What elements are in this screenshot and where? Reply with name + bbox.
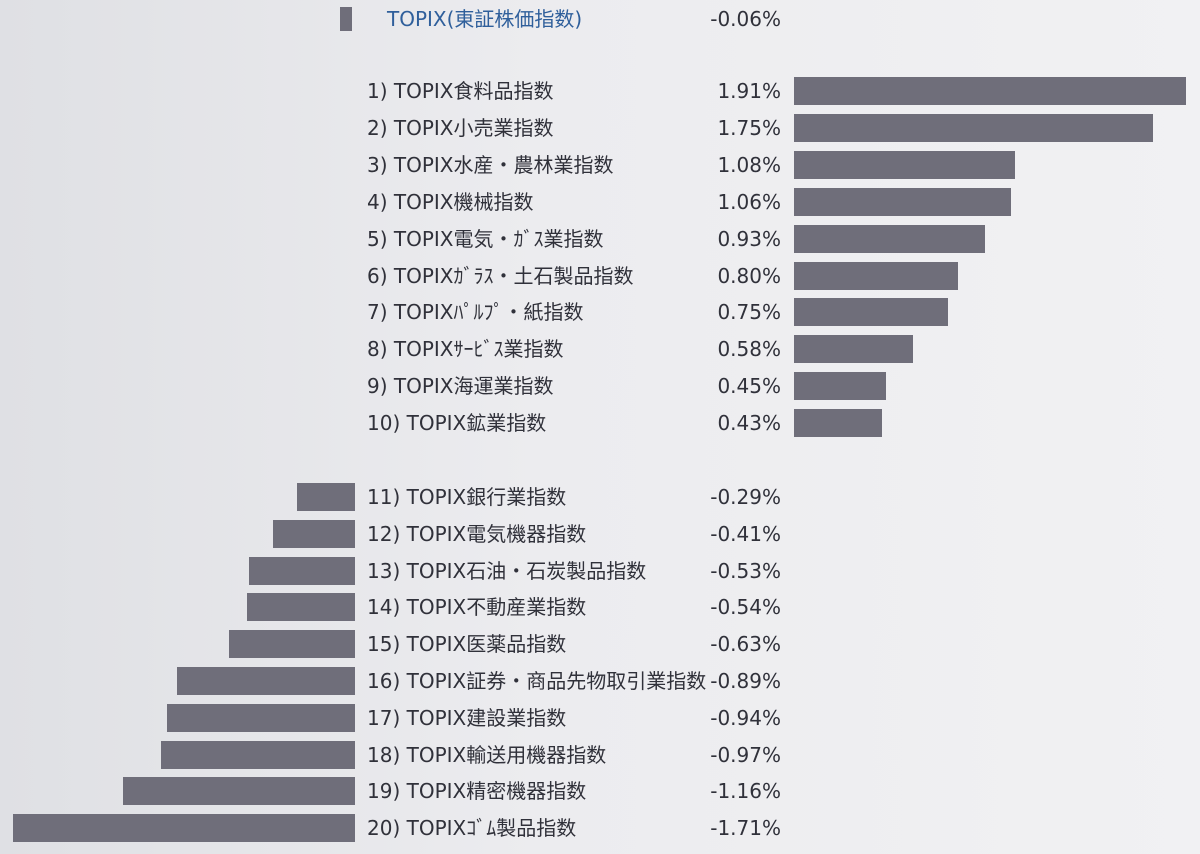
sector-value-17: -0.94%	[710, 706, 781, 730]
sector-label-19: 19) TOPIX精密機器指数	[367, 779, 587, 803]
sector-value-2: 1.75%	[717, 116, 781, 140]
sector-value-4: 1.06%	[717, 190, 781, 214]
sector-value-9: 0.45%	[717, 374, 781, 398]
sector-label-10: 10) TOPIX鉱業指数	[367, 411, 547, 435]
sector-label-14: 14) TOPIX不動産業指数	[367, 595, 587, 619]
sector-value-5: 0.93%	[717, 227, 781, 251]
sector-label-11: 11) TOPIX銀行業指数	[367, 485, 567, 509]
sector-value-13: -0.53%	[710, 559, 781, 583]
sector-value-7: 0.75%	[717, 300, 781, 324]
sector-label-8: 8) TOPIXｻｰﾋﾞｽ業指数	[367, 337, 564, 361]
bar-sector-6	[794, 262, 958, 290]
bar-sector-4	[794, 188, 1012, 216]
bar-sector-17	[167, 704, 355, 732]
sector-value-15: -0.63%	[710, 632, 781, 656]
bar-sector-10	[794, 409, 883, 437]
bar-sector-5	[794, 225, 985, 253]
sector-label-13: 13) TOPIX石油・石炭製品指数	[367, 559, 647, 583]
sector-label-16: 16) TOPIX証券・商品先物取引業指数	[367, 669, 707, 693]
sector-value-14: -0.54%	[710, 595, 781, 619]
bar-sector-16	[177, 667, 355, 695]
header-index-value: -0.06%	[710, 7, 781, 31]
bar-sector-19	[123, 777, 355, 805]
sector-value-6: 0.80%	[717, 264, 781, 288]
sector-value-11: -0.29%	[710, 485, 781, 509]
sector-value-16: -0.89%	[710, 669, 781, 693]
sector-label-2: 2) TOPIX小売業指数	[367, 116, 554, 140]
sector-label-3: 3) TOPIX水産・農林業指数	[367, 153, 614, 177]
sector-value-1: 1.91%	[717, 79, 781, 103]
sector-label-18: 18) TOPIX輸送用機器指数	[367, 743, 607, 767]
sector-value-3: 1.08%	[717, 153, 781, 177]
sector-label-4: 4) TOPIX機械指数	[367, 190, 534, 214]
bar-sector-7	[794, 298, 948, 326]
bar-sector-8	[794, 335, 913, 363]
header-index-label: TOPIX(東証株価指数)	[387, 7, 583, 31]
bar-sector-14	[247, 593, 355, 621]
bar-sector-15	[229, 630, 355, 658]
bar-sector-11	[297, 483, 355, 511]
sector-value-12: -0.41%	[710, 522, 781, 546]
bar-sector-3	[794, 151, 1016, 179]
bar-sector-18	[161, 741, 355, 769]
sector-value-20: -1.71%	[710, 816, 781, 840]
sector-value-19: -1.16%	[710, 779, 781, 803]
sector-label-1: 1) TOPIX食料品指数	[367, 79, 554, 103]
bar-sector-20	[13, 814, 355, 842]
bar-sector-2	[794, 114, 1153, 142]
bar-topix-overall	[340, 7, 352, 31]
sector-label-12: 12) TOPIX電気機器指数	[367, 522, 587, 546]
sector-value-10: 0.43%	[717, 411, 781, 435]
sector-label-6: 6) TOPIXｶﾞﾗｽ・土石製品指数	[367, 264, 634, 288]
sector-label-15: 15) TOPIX医薬品指数	[367, 632, 567, 656]
bar-sector-12	[273, 520, 355, 548]
bar-sector-13	[249, 557, 355, 585]
sector-value-18: -0.97%	[710, 743, 781, 767]
sector-label-7: 7) TOPIXﾊﾟﾙﾌﾟ・紙指数	[367, 300, 584, 324]
sector-label-9: 9) TOPIX海運業指数	[367, 374, 554, 398]
sector-value-8: 0.58%	[717, 337, 781, 361]
sector-label-5: 5) TOPIX電気・ｶﾞｽ業指数	[367, 227, 604, 251]
sector-label-20: 20) TOPIXｺﾞﾑ製品指数	[367, 816, 577, 840]
sector-label-17: 17) TOPIX建設業指数	[367, 706, 567, 730]
bar-sector-9	[794, 372, 887, 400]
bar-sector-1	[794, 77, 1186, 105]
